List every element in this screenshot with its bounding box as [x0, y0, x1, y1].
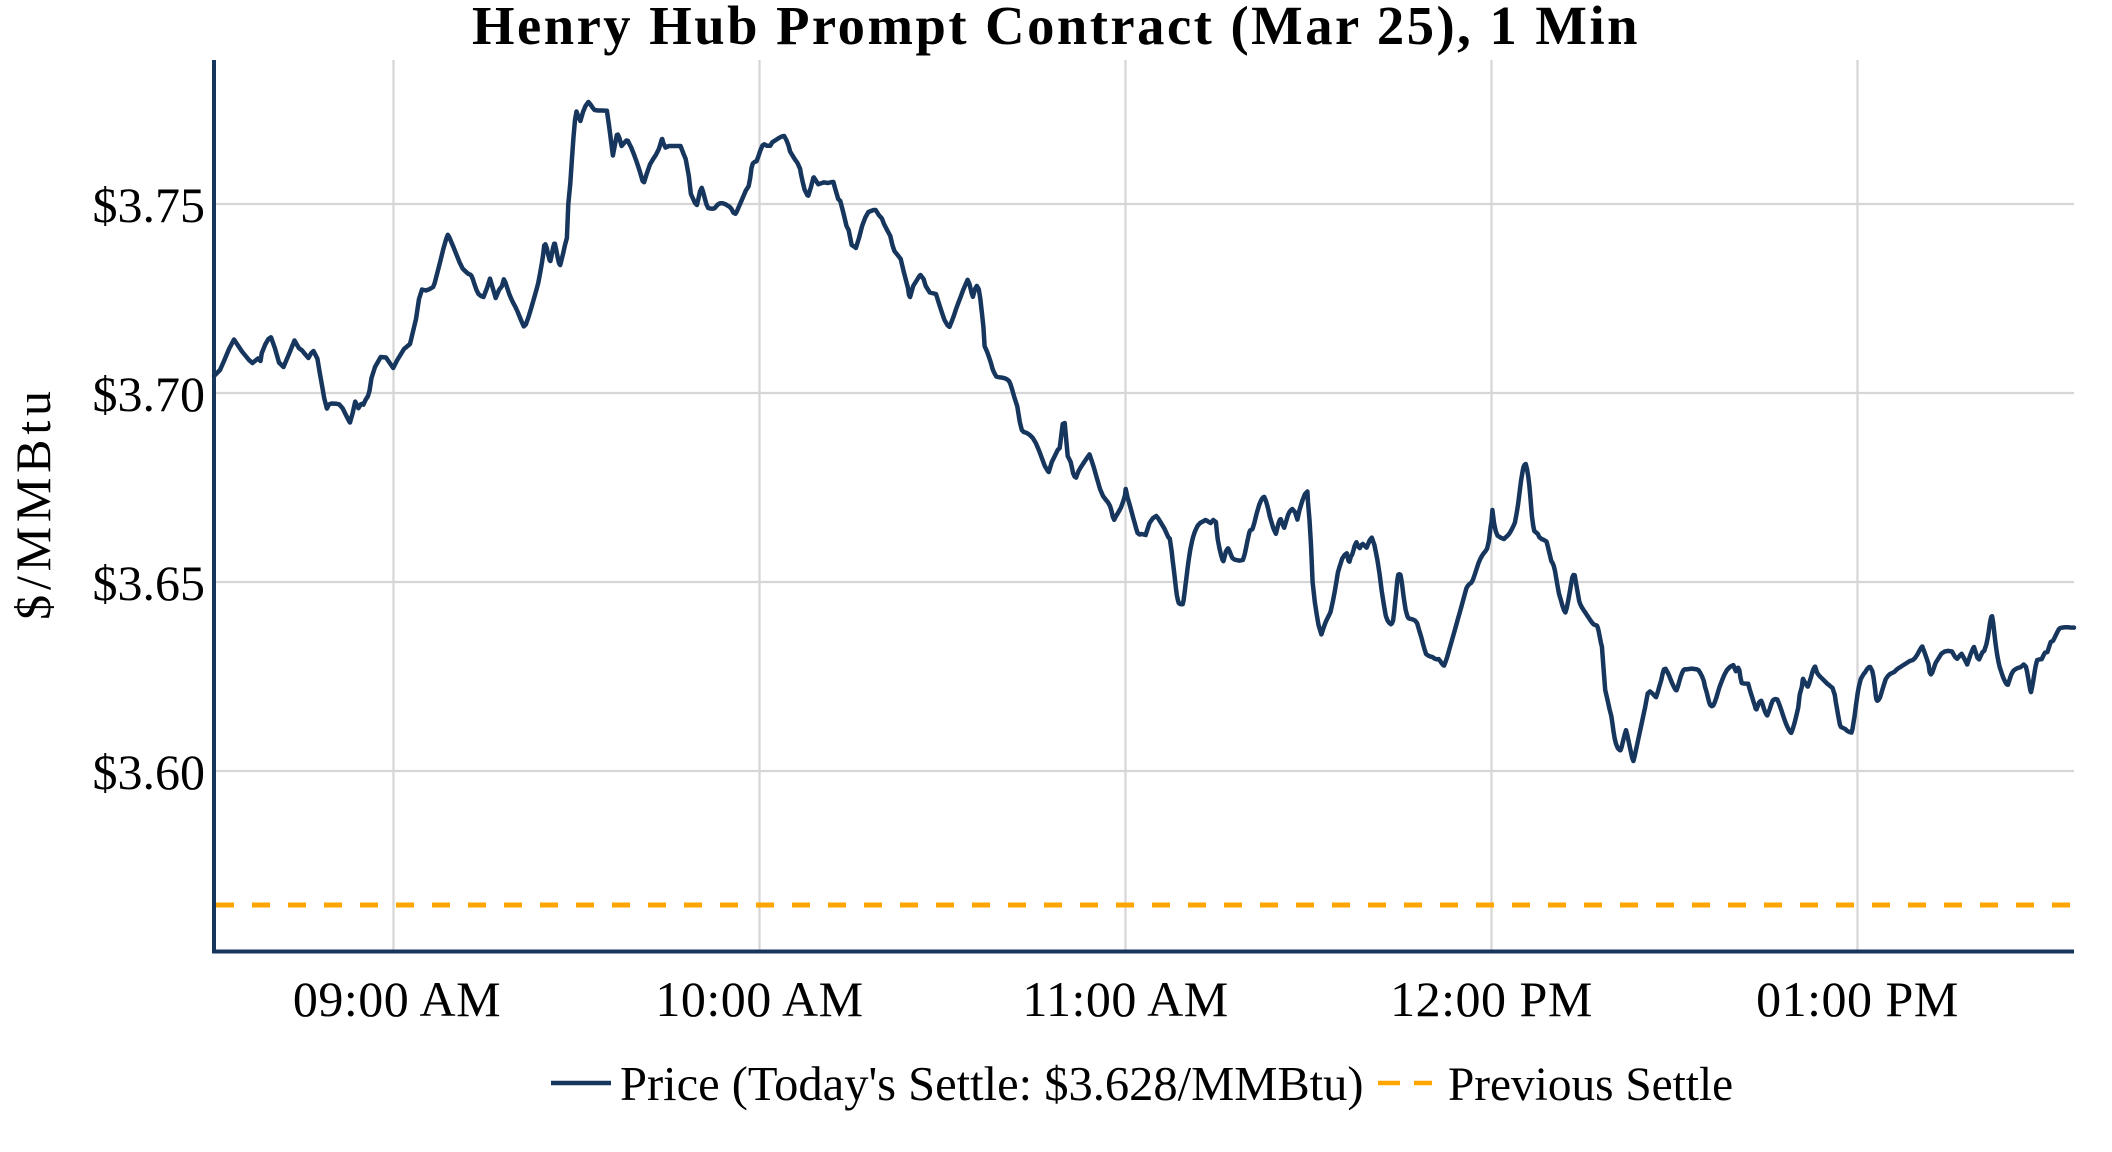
svg-text:Henry Hub Prompt Contract (Mar: Henry Hub Prompt Contract (Mar 25), 1 Mi… [472, 0, 1640, 56]
svg-text:Previous Settle: Previous Settle [1448, 1059, 1733, 1111]
svg-text:09:00 AM: 09:00 AM [293, 971, 501, 1027]
svg-text:$3.65: $3.65 [93, 555, 206, 611]
svg-text:12:00 PM: 12:00 PM [1390, 971, 1593, 1027]
svg-text:Price (Today's Settle: $3.628/: Price (Today's Settle: $3.628/MMBtu) [620, 1058, 1364, 1111]
svg-text:$3.75: $3.75 [93, 177, 206, 233]
svg-text:$3.60: $3.60 [93, 744, 206, 800]
svg-text:11:00 AM: 11:00 AM [1022, 971, 1228, 1027]
svg-text:$3.70: $3.70 [93, 366, 206, 422]
svg-text:$/MMBtu: $/MMBtu [5, 386, 61, 620]
svg-text:01:00 PM: 01:00 PM [1756, 971, 1959, 1027]
svg-text:10:00 AM: 10:00 AM [655, 971, 863, 1027]
